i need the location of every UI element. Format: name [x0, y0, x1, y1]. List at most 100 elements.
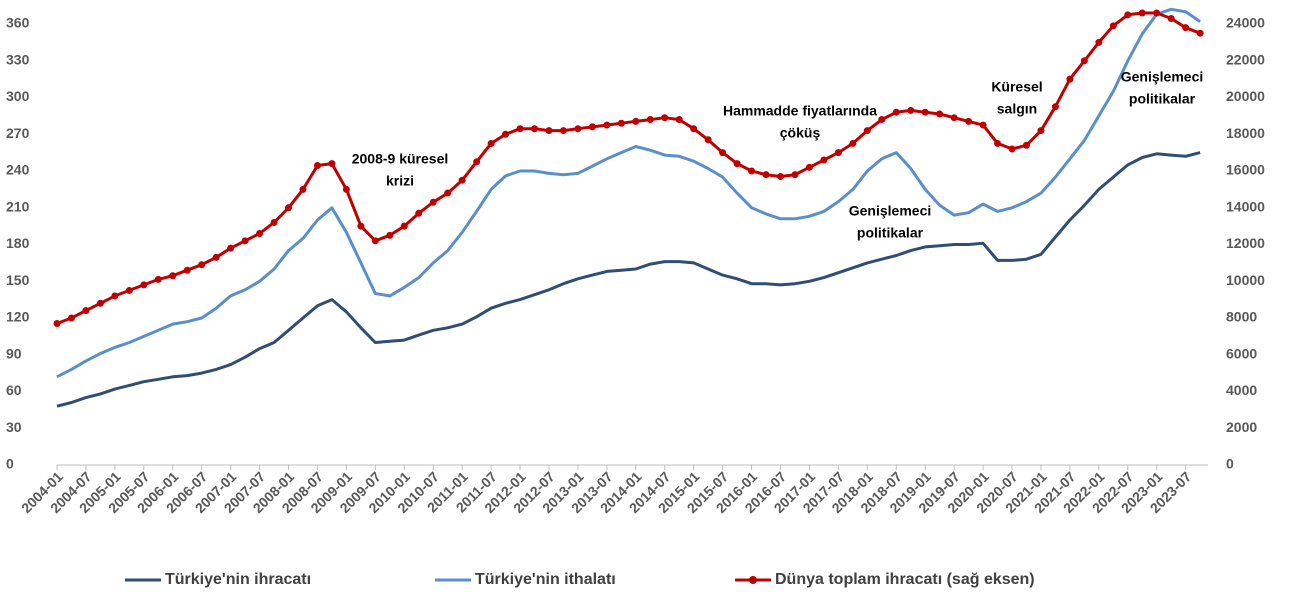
y-tick-label: 150: [6, 272, 30, 288]
series-marker: [429, 198, 437, 206]
y-tick-label: 360: [6, 15, 30, 31]
series-marker: [863, 127, 871, 135]
y-tick-label: 120: [6, 309, 30, 325]
series-marker: [849, 139, 857, 147]
y2-tick-label: 0: [1226, 456, 1234, 472]
series-marker: [531, 125, 539, 133]
annotation: politikalar: [1129, 91, 1196, 107]
y2-tick-label: 20000: [1226, 88, 1265, 104]
y-tick-label: 0: [6, 456, 14, 472]
y2-tick-label: 24000: [1226, 15, 1265, 31]
series-marker: [1037, 127, 1045, 135]
series-marker: [371, 237, 379, 245]
legend-label: Dünya toplam ihracatı (sağ eksen): [775, 571, 1035, 588]
series-marker: [1182, 24, 1190, 32]
series-marker: [82, 307, 90, 315]
series-marker: [299, 185, 307, 193]
y2-tick-label: 22000: [1226, 51, 1265, 67]
series-marker: [400, 222, 408, 230]
series-marker: [140, 281, 148, 289]
series-marker: [588, 123, 596, 131]
series-marker: [96, 299, 104, 307]
series-marker: [646, 116, 654, 124]
series-marker: [777, 173, 784, 181]
series-marker: [1066, 75, 1074, 83]
series-marker: [617, 119, 625, 127]
series-marker: [53, 320, 61, 328]
series-marker: [965, 117, 973, 125]
series-marker: [719, 149, 727, 157]
annotation: Genişlemeci: [849, 203, 932, 219]
series-marker: [574, 125, 582, 133]
annotation: çöküş: [780, 125, 821, 141]
series-marker: [313, 161, 321, 169]
annotation: Küresel: [991, 79, 1042, 95]
series-marker: [198, 261, 206, 269]
series-marker: [125, 286, 133, 294]
series-marker: [1167, 14, 1175, 22]
series-marker: [487, 139, 495, 147]
series-marker: [473, 158, 481, 166]
series-marker: [241, 237, 249, 245]
y2-tick-label: 4000: [1226, 382, 1257, 398]
annotation: politikalar: [857, 225, 924, 241]
series-marker: [704, 136, 712, 144]
y2-tick-label: 12000: [1226, 235, 1265, 251]
y-tick-label: 240: [6, 162, 30, 178]
series-marker: [270, 218, 278, 226]
series-marker: [516, 125, 524, 133]
series-marker: [1095, 38, 1103, 46]
annotation: Genişlemeci: [1121, 69, 1204, 85]
y2-tick-label: 14000: [1226, 198, 1265, 214]
series-marker: [748, 167, 756, 175]
y-tick-label: 270: [6, 125, 30, 141]
series-marker: [805, 163, 813, 171]
series-marker: [603, 121, 611, 129]
legend-marker: [749, 576, 757, 584]
series-marker: [921, 108, 929, 116]
y-tick-label: 330: [6, 51, 30, 67]
series-marker: [632, 117, 640, 125]
series-marker: [342, 185, 350, 193]
legend-label: Türkiye'nin ithalatı: [475, 571, 616, 588]
annotation: Hammadde fiyatlarında: [723, 103, 877, 119]
series-marker: [111, 292, 119, 300]
series-marker: [328, 160, 336, 168]
series-marker: [1196, 29, 1204, 37]
series-marker: [502, 130, 510, 138]
series-marker: [183, 266, 191, 274]
series-marker: [834, 149, 842, 157]
series-marker: [892, 108, 900, 116]
series-marker: [386, 231, 394, 239]
series-marker: [661, 114, 669, 122]
y2-tick-label: 16000: [1226, 162, 1265, 178]
y-tick-label: 60: [6, 382, 22, 398]
legend-label: Türkiye'nin ihracatı: [165, 571, 311, 588]
y2-tick-label: 10000: [1226, 272, 1265, 288]
series-line: [56, 11, 1201, 325]
series-marker: [762, 171, 770, 179]
series-marker: [994, 139, 1002, 147]
series-line: [56, 151, 1201, 408]
series-marker: [690, 125, 698, 133]
series-marker: [169, 272, 177, 280]
series-marker: [733, 160, 741, 168]
series-marker: [545, 127, 553, 135]
y-tick-label: 180: [6, 235, 30, 251]
series-marker: [227, 244, 235, 252]
series-marker: [415, 209, 423, 217]
series-marker: [1138, 9, 1146, 17]
series-marker: [285, 204, 293, 212]
y2-tick-label: 8000: [1226, 309, 1257, 325]
series-marker: [1124, 11, 1132, 19]
y-tick-label: 300: [6, 88, 30, 104]
series-marker: [444, 189, 452, 197]
series-marker: [675, 116, 683, 124]
series-marker: [559, 127, 567, 135]
y2-tick-label: 18000: [1226, 125, 1265, 141]
series-marker: [979, 121, 987, 129]
series-line: [56, 7, 1201, 379]
series-marker: [256, 229, 264, 237]
series-marker: [1153, 9, 1161, 17]
